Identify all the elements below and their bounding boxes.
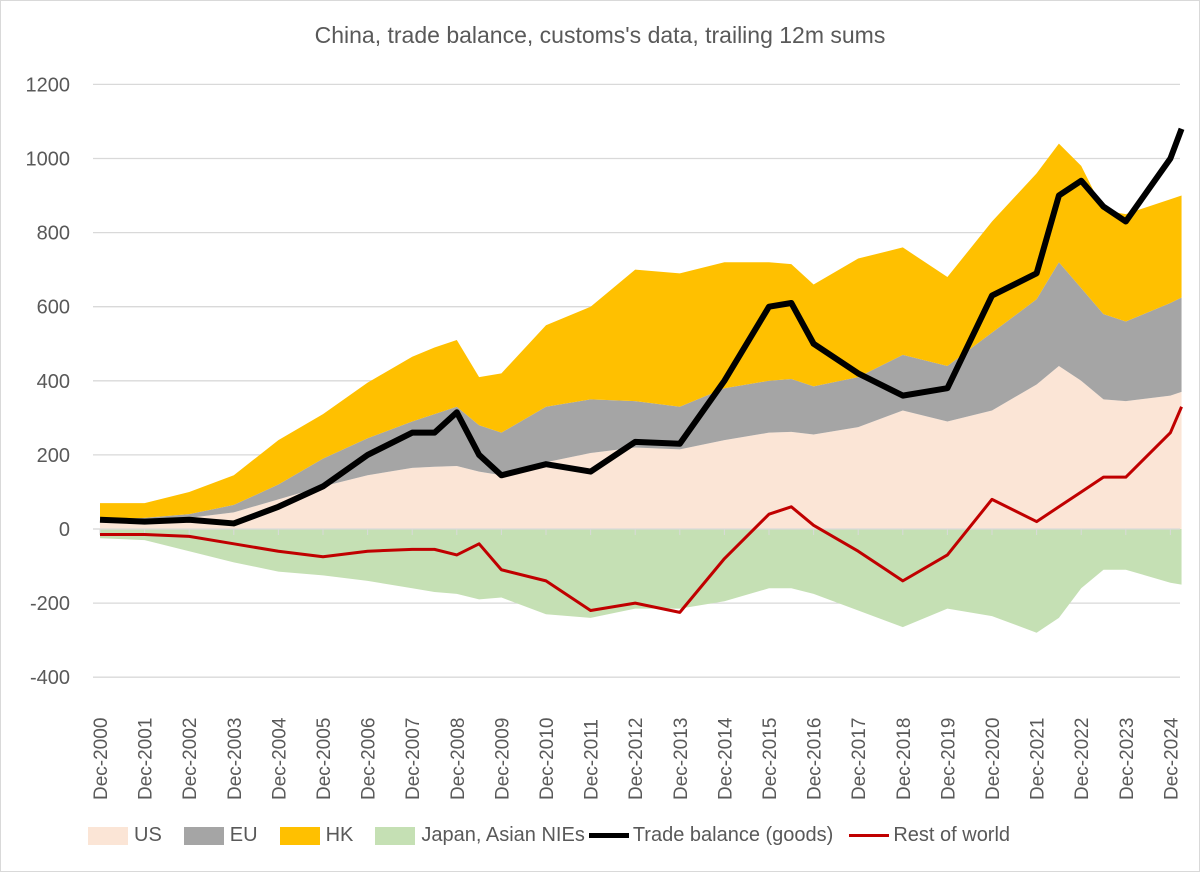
x-tick-label: Dec-2008 bbox=[448, 718, 469, 800]
x-tick-label: Dec-2021 bbox=[1028, 718, 1049, 800]
legend-label: US bbox=[134, 824, 162, 846]
legend-item-eu: EU bbox=[183, 824, 258, 847]
y-tick-label: 800 bbox=[37, 223, 70, 245]
legend-label: Trade balance (goods) bbox=[632, 824, 834, 846]
y-tick-label: -200 bbox=[30, 593, 70, 615]
x-tick-label: Dec-2015 bbox=[760, 718, 781, 800]
legend-swatch-hk bbox=[279, 826, 320, 845]
x-tick-label: Dec-2024 bbox=[1161, 717, 1182, 800]
legend-item-japan: Japan, Asian NIEs bbox=[375, 824, 585, 847]
y-tick-label: 400 bbox=[37, 371, 70, 393]
x-tick-label: Dec-2016 bbox=[805, 718, 826, 800]
x-tick-label: Dec-2014 bbox=[715, 717, 736, 800]
area-us bbox=[100, 365, 1182, 529]
x-tick-label: Dec-2010 bbox=[537, 718, 558, 800]
x-tick-label: Dec-2000 bbox=[91, 718, 112, 800]
x-tick-label: Dec-2002 bbox=[180, 718, 201, 800]
y-tick-label: 1200 bbox=[26, 74, 71, 96]
area-japan-asian-nies bbox=[100, 529, 1182, 633]
x-tick-label: Dec-2012 bbox=[626, 718, 647, 800]
legend-item-hk: HK bbox=[279, 824, 354, 847]
legend-line-red bbox=[849, 834, 890, 837]
x-tick-label: Dec-2003 bbox=[225, 718, 246, 800]
legend-item-us: US bbox=[88, 824, 162, 847]
y-tick-label: 200 bbox=[37, 445, 70, 467]
legend-label: EU bbox=[229, 824, 258, 846]
legend-label: Japan, Asian NIEs bbox=[421, 824, 585, 846]
x-tick-label: Dec-2022 bbox=[1072, 718, 1093, 800]
legend-line-black bbox=[588, 833, 629, 838]
x-tick-label: Dec-2018 bbox=[894, 718, 915, 800]
legend-swatch-eu bbox=[183, 826, 224, 845]
legend-item-trade-balance: Trade balance (goods) bbox=[588, 824, 834, 847]
line-trade-balance-goods- bbox=[99, 127, 1185, 527]
legend-swatch-us bbox=[88, 826, 128, 845]
area-hk bbox=[100, 143, 1182, 520]
y-tick-label: 0 bbox=[59, 519, 70, 541]
line-rest-of-world bbox=[100, 406, 1183, 614]
chart-title: China, trade balance, customs's data, tr… bbox=[314, 22, 886, 48]
legend-swatch-japan bbox=[375, 826, 416, 845]
legend: US EU HK Japan, Asian NIEs Trade balance… bbox=[88, 824, 1032, 847]
x-tick-label: Dec-2009 bbox=[492, 718, 513, 800]
y-tick-label: -400 bbox=[30, 667, 70, 689]
x-tick-label: Dec-2005 bbox=[314, 718, 335, 800]
x-tick-label: Dec-2023 bbox=[1117, 718, 1138, 800]
x-tick-label: Dec-2001 bbox=[136, 718, 157, 800]
x-tick-label: Dec-2017 bbox=[849, 718, 870, 800]
x-tick-label: Dec-2019 bbox=[938, 718, 959, 800]
legend-label: HK bbox=[325, 824, 354, 846]
x-tick-label: Dec-2006 bbox=[359, 718, 380, 800]
y-tick-label: 600 bbox=[37, 297, 70, 319]
x-tick-label: Dec-2004 bbox=[269, 717, 290, 800]
y-tick-label: 1000 bbox=[26, 149, 71, 171]
legend-item-rest-of-world: Rest of world bbox=[849, 824, 1010, 847]
x-tick-label: Dec-2013 bbox=[671, 718, 692, 800]
x-tick-label: Dec-2011 bbox=[582, 719, 603, 800]
legend-label: Rest of world bbox=[893, 824, 1011, 846]
x-tick-label: Dec-2007 bbox=[403, 718, 424, 800]
x-tick-label: Dec-2020 bbox=[983, 718, 1004, 800]
